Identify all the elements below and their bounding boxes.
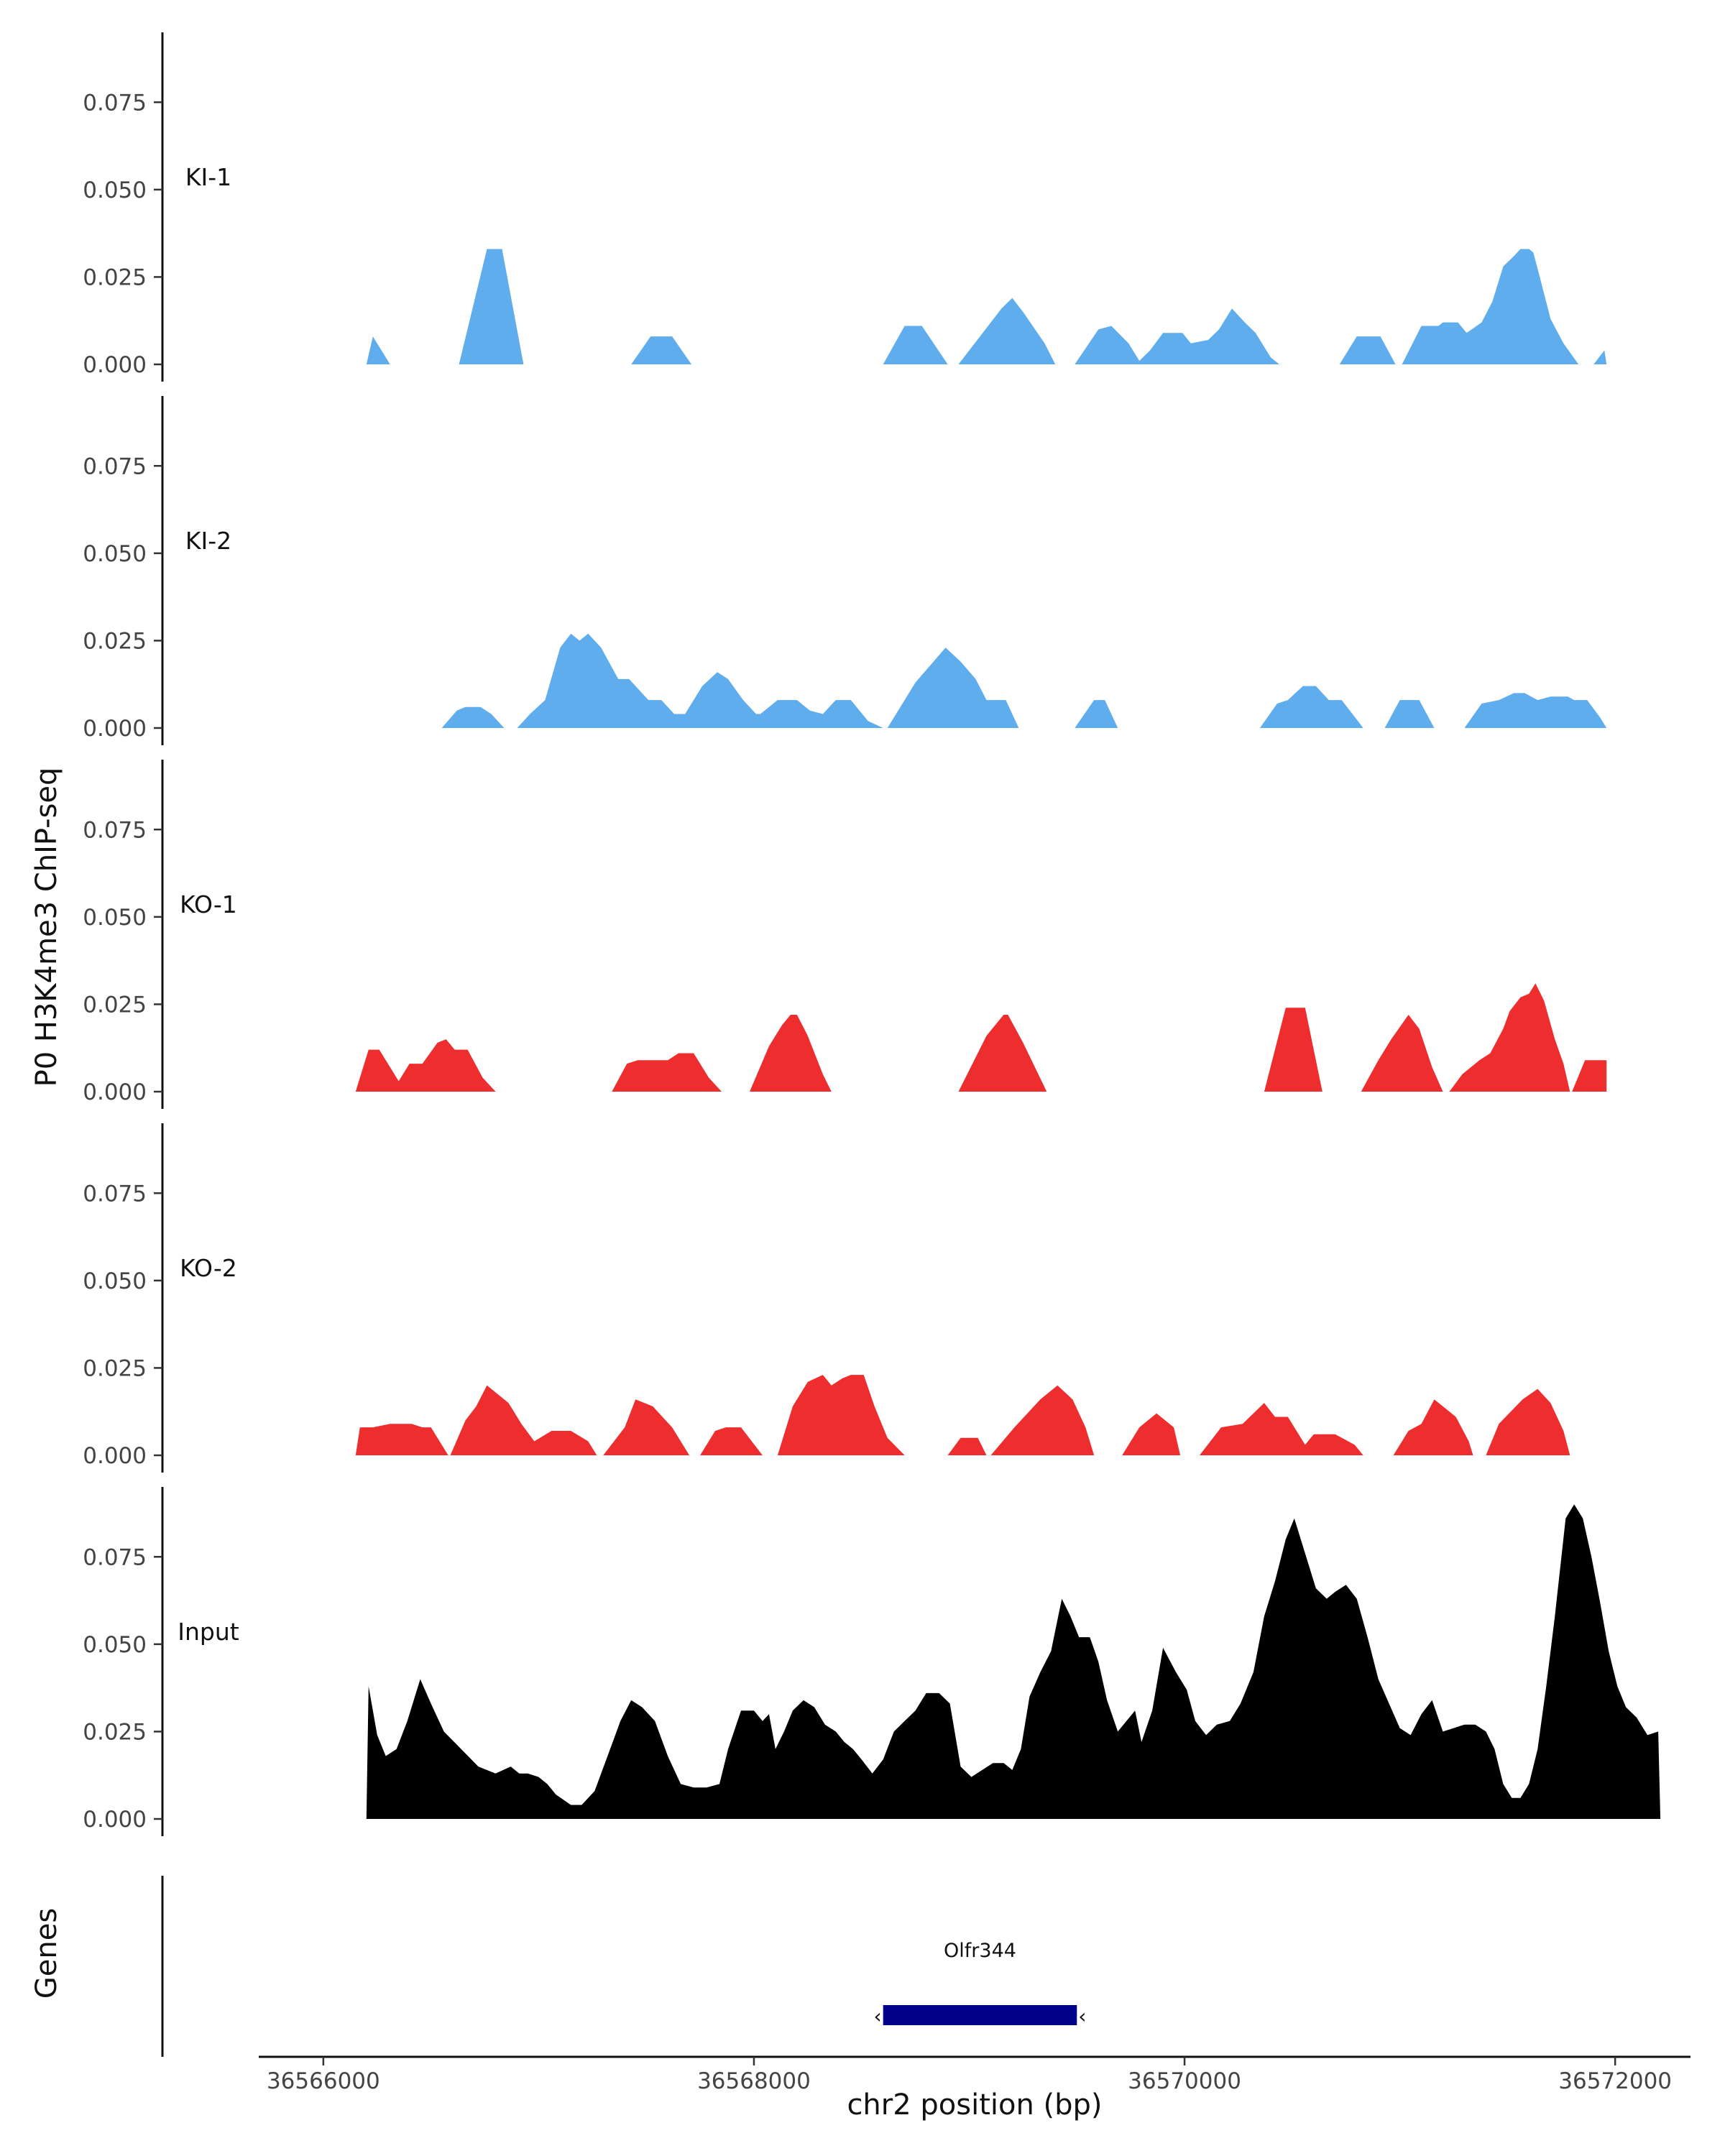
track-input: 0.000 0.025 0.050 0.075 Input: [83, 1487, 1661, 1836]
y-axis-title: P0 H3K4me3 ChIP-seq: [30, 768, 63, 1087]
gene-strand-marker: ‹: [873, 2004, 881, 2028]
track-label: KO-1: [180, 890, 237, 918]
y-tick-label: 0.025: [83, 264, 147, 290]
gene-olfr344: ‹ ‹ Olfr344: [873, 1940, 1086, 2028]
gene-body: [883, 2005, 1077, 2025]
track-ki-1: 0.000 0.025 0.050 0.075 KI-1: [83, 32, 1607, 382]
coverage-area: [366, 1504, 1661, 1819]
x-axis-title: chr2 position (bp): [847, 2088, 1102, 2122]
track-ko-1: 0.000 0.025 0.050 0.075 KO-1: [83, 760, 1607, 1109]
y-tick-label: 0.000: [83, 352, 147, 378]
track-label: KO-2: [180, 1254, 237, 1282]
y-tick-label: 0.000: [83, 1079, 147, 1105]
genes-track-title: Genes: [30, 1908, 63, 1999]
y-tick-label: 0.050: [83, 541, 147, 567]
x-tick-label: 36570000: [1128, 2068, 1241, 2094]
y-tick-label: 0.025: [83, 1719, 147, 1745]
y-tick-label: 0.075: [83, 453, 147, 479]
y-tick-label: 0.075: [83, 90, 147, 116]
track-label: KI-1: [185, 163, 231, 191]
y-tick-label: 0.025: [83, 992, 147, 1018]
y-tick-label: 0.050: [83, 905, 147, 931]
y-tick-label: 0.050: [83, 178, 147, 203]
genes-track: ‹ ‹ Olfr344: [161, 1876, 1086, 2057]
x-axis: 36566000 36568000 36570000 36572000: [259, 2055, 1690, 2094]
y-tick-label: 0.050: [83, 1632, 147, 1658]
track-ko-2: 0.000 0.025 0.050 0.075 KO-2: [83, 1123, 1570, 1473]
gene-strand-marker: ‹: [1078, 2004, 1086, 2028]
coverage-area: [355, 983, 1607, 1092]
coverage-area: [366, 249, 1607, 364]
coverage-area: [441, 633, 1607, 728]
y-tick-label: 0.075: [83, 817, 147, 843]
y-tick-label: 0.075: [83, 1181, 147, 1207]
y-tick-label: 0.025: [83, 1355, 147, 1381]
y-tick-label: 0.050: [83, 1268, 147, 1294]
x-tick-label: 36568000: [697, 2068, 811, 2094]
y-tick-label: 0.000: [83, 1443, 147, 1469]
track-ki-2: 0.000 0.025 0.050 0.075 KI-2: [83, 396, 1607, 745]
y-tick-label: 0.075: [83, 1544, 147, 1570]
gene-label: Olfr344: [944, 1940, 1016, 1962]
x-tick-label: 36566000: [267, 2068, 380, 2094]
x-tick-label: 36572000: [1558, 2068, 1672, 2094]
y-tick-label: 0.000: [83, 716, 147, 742]
y-tick-label: 0.000: [83, 1807, 147, 1833]
y-tick-label: 0.025: [83, 628, 147, 654]
track-label: KI-2: [185, 527, 231, 555]
tracks-layer: 0.0000.0250.0500.075KI-10.0000.0250.0500…: [83, 32, 1661, 1836]
track-label: Input: [178, 1618, 239, 1646]
coverage-area: [355, 1375, 1570, 1455]
